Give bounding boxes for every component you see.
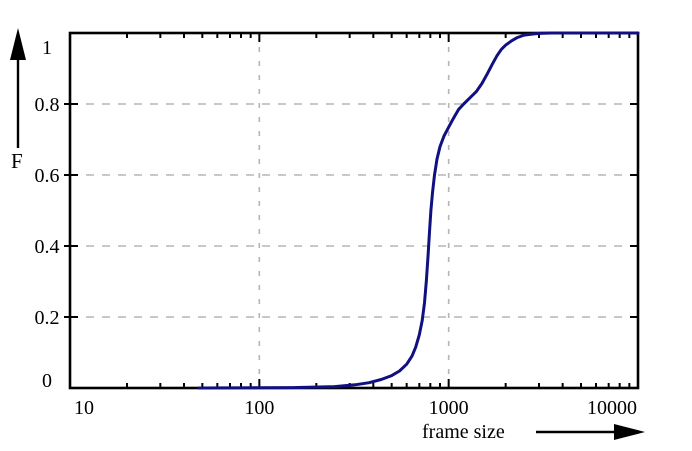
x-axis-label: frame size <box>422 421 505 443</box>
y-tick-label: 1 <box>42 37 52 59</box>
axis-arrows <box>10 28 645 440</box>
gridlines <box>70 33 638 388</box>
axes-and-ticks <box>64 31 640 390</box>
x-tick-label: 10 <box>74 397 94 419</box>
cdf-curve-line <box>197 31 640 390</box>
y-axis-arrow-head-icon <box>10 28 26 60</box>
x-tick-label: 1000 <box>429 397 469 419</box>
y-tick-label: 0.2 <box>35 307 60 329</box>
x-tick-label: 100 <box>244 397 274 419</box>
x-tick-label: 10000 <box>587 397 637 419</box>
y-tick-label: 0.4 <box>35 236 60 258</box>
plot-border <box>68 31 640 390</box>
y-tick-label: 0.6 <box>35 165 60 187</box>
y-tick-label: 0 <box>42 370 52 392</box>
y-tick-label: 0.8 <box>35 94 60 116</box>
tick-labels: 10 100 1000 10000 0 0.2 0.4 0.6 0.8 1 <box>35 37 638 419</box>
x-axis-arrow-head-icon <box>614 424 645 440</box>
y-axis-label: F <box>11 149 23 173</box>
cdf-curve <box>197 31 640 390</box>
